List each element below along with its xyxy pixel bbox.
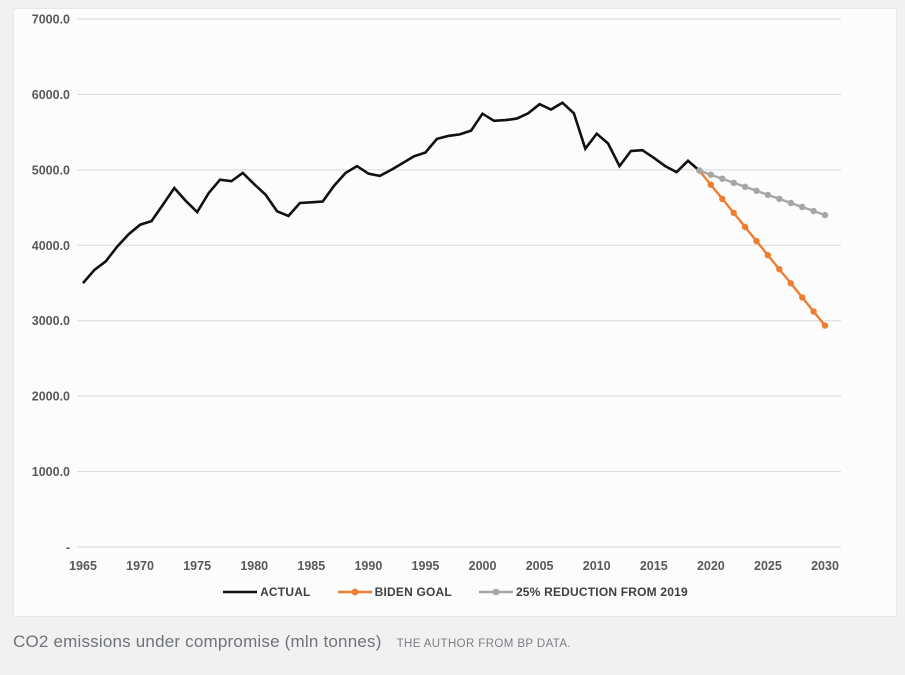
legend-label-biden-goal: BIDEN GOAL [374, 585, 452, 599]
svg-text:6000.0: 6000.0 [32, 88, 70, 102]
svg-text:7000.0: 7000.0 [32, 13, 70, 27]
svg-text:1970: 1970 [126, 559, 154, 573]
legend-line-swatch [223, 590, 258, 594]
legend-item-25pct-reduction: 25% REDUCTION FROM 2019 [478, 585, 688, 599]
svg-text:1990: 1990 [354, 559, 382, 573]
svg-text:1000.0: 1000.0 [32, 465, 70, 479]
svg-text:5000.0: 5000.0 [32, 163, 70, 177]
chart-panel: 7000.0 6000.0 5000.0 4000.0 3000.0 2000.0 1000… [13, 8, 897, 617]
svg-text:2000.0: 2000.0 [32, 390, 70, 404]
svg-text:-: - [66, 541, 70, 555]
caption-source: THE AUTHOR FROM BP DATA. [396, 638, 572, 650]
svg-text:1995: 1995 [412, 559, 440, 573]
legend-label-actual: ACTUAL [260, 585, 311, 599]
legend-label-25pct-reduction: 25% REDUCTION FROM 2019 [515, 585, 688, 599]
legend-item-actual: ACTUAL [222, 585, 311, 599]
caption-title: CO2 emissions under compromise (mln tonn… [13, 632, 382, 651]
svg-text:1965: 1965 [69, 559, 97, 573]
svg-text:2025: 2025 [754, 559, 782, 573]
chart-caption: CO2 emissions under compromise (mln tonn… [13, 632, 571, 652]
svg-text:2015: 2015 [640, 559, 668, 573]
svg-text:2005: 2005 [526, 559, 554, 573]
svg-text:2010: 2010 [583, 559, 611, 573]
svg-text:3000.0: 3000.0 [32, 314, 70, 328]
svg-text:2020: 2020 [697, 559, 725, 573]
svg-text:1975: 1975 [183, 559, 211, 573]
emissions-line-chart: 7000.0 6000.0 5000.0 4000.0 3000.0 2000.0 1000… [32, 13, 841, 573]
legend-line-swatch [478, 588, 513, 596]
legend-line-swatch [337, 588, 372, 596]
svg-text:1985: 1985 [297, 559, 325, 573]
svg-text:2030: 2030 [811, 559, 839, 573]
svg-text:2000: 2000 [469, 559, 497, 573]
svg-text:1980: 1980 [240, 559, 268, 573]
chart-legend: ACTUAL BIDEN GOAL 25% REDUCTION FROM 201… [14, 585, 896, 599]
svg-text:4000.0: 4000.0 [32, 239, 70, 253]
legend-item-biden-goal: BIDEN GOAL [337, 585, 452, 599]
